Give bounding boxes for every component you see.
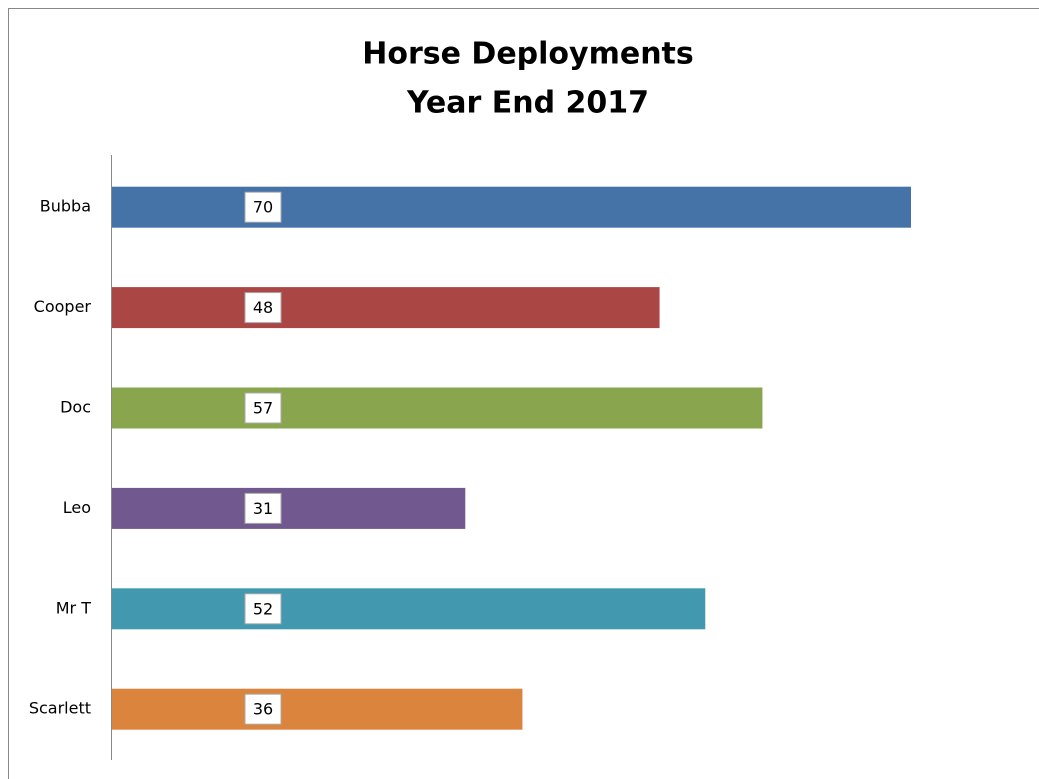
y-tick-label: Leo [63, 498, 91, 517]
data-label: 57 [253, 399, 273, 418]
bar [112, 487, 466, 529]
data-label-box [244, 492, 282, 524]
bar [112, 588, 706, 630]
bar [112, 688, 523, 730]
data-label-box [244, 392, 282, 424]
y-tick-label: Cooper [34, 297, 92, 316]
data-label-box [244, 292, 282, 324]
y-tick-label: Scarlett [29, 699, 91, 718]
data-label-box [244, 593, 282, 625]
y-tick-label: Doc [60, 398, 91, 417]
y-tick-label: Bubba [40, 197, 91, 216]
data-label-box [244, 191, 282, 223]
bar [112, 387, 763, 429]
bar [112, 186, 911, 228]
data-label-box [244, 693, 282, 725]
data-label: 70 [253, 198, 273, 217]
data-label: 52 [253, 599, 273, 618]
data-label: 31 [253, 499, 273, 518]
chart-title: Horse Deployments [362, 37, 694, 72]
data-label: 36 [253, 700, 273, 719]
chart-subtitle: Year End 2017 [406, 86, 649, 121]
bar [112, 287, 660, 329]
data-label: 48 [253, 298, 273, 317]
y-tick-label: Mr T [56, 598, 91, 617]
